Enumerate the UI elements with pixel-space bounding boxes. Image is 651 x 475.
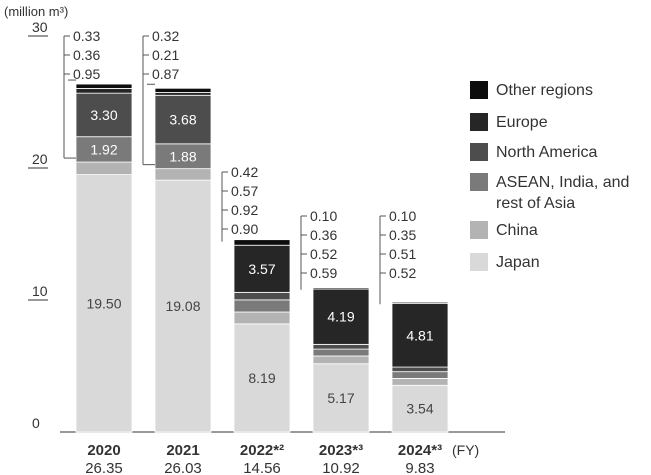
bar-2021-other-regions — [154, 87, 212, 93]
y-tick-label-10: 10 — [32, 283, 48, 299]
data-label-2022-japan: 8.19 — [248, 370, 275, 386]
callout-label-2021-0: 0.32 — [152, 28, 179, 44]
callout-label-2020-2: 0.95 — [73, 66, 100, 82]
bar-2023-north-america — [312, 343, 370, 350]
callout-label-2022-1: 0.57 — [231, 183, 258, 199]
x-axis-suffix: (FY) — [452, 442, 479, 458]
legend-swatch-north-america — [470, 143, 488, 161]
x-tick-label-2022: 2022*² — [240, 442, 284, 459]
legend-label-north-america: North America — [496, 144, 598, 161]
legend-label-asean-india-asia: ASEAN, India, and rest of Asia — [496, 174, 630, 212]
legend-item-other-regions: Other regions — [470, 80, 646, 101]
legend-label-europe: Europe — [496, 114, 548, 131]
callout-label-2020-0: 0.33 — [73, 28, 100, 44]
bar-2022-europe — [233, 244, 291, 293]
legend-label-other-regions: Other regions — [496, 82, 593, 99]
bar-2023-asean-india-and-rest-of-asia — [312, 348, 370, 357]
legend-swatch-china — [470, 221, 488, 239]
data-label-2020-japan: 19.50 — [86, 295, 121, 311]
x-tick-label-2020: 2020 — [87, 442, 120, 459]
data-label-2020-north-america: 3.30 — [90, 107, 117, 123]
data-label-2020-asean-india-and-rest-of-asia: 1.92 — [90, 141, 117, 157]
callout-label-2020-1: 0.36 — [73, 47, 100, 63]
data-label-2022-europe: 3.57 — [248, 261, 275, 277]
legend-item-europe: Europe — [470, 112, 646, 133]
data-label-2024-japan: 3.54 — [406, 401, 433, 417]
bar-2020-other-regions — [75, 83, 133, 89]
bar-2022-asean-india-and-rest-of-asia — [233, 299, 291, 313]
total-label-2021: 26.03 — [164, 460, 202, 475]
callout-label-2024-3: 0.52 — [389, 265, 416, 281]
bar-2024-japan — [391, 384, 449, 433]
callout-label-2022-3: 0.90 — [231, 221, 258, 237]
bar-2023-europe — [312, 288, 370, 345]
callout-label-2022-2: 0.92 — [231, 202, 258, 218]
legend-swatch-asean-india-asia — [470, 173, 488, 191]
bar-2021-asean-india-and-rest-of-asia — [154, 143, 212, 170]
bar-2024-north-america — [391, 366, 449, 373]
legend-label-japan: Japan — [496, 254, 540, 271]
legend-item-asean-india-asia: ASEAN, India, and rest of Asia — [470, 172, 636, 214]
data-label-2021-asean-india-and-rest-of-asia: 1.88 — [169, 148, 196, 164]
total-label-2022: 14.56 — [243, 460, 281, 475]
legend-label-china: China — [496, 222, 538, 239]
total-label-2024: 9.83 — [405, 460, 434, 475]
x-tick-label-2023: 2023*³ — [319, 442, 363, 459]
callout-label-2021-1: 0.21 — [152, 47, 179, 63]
data-label-2024-europe: 4.81 — [406, 327, 433, 343]
bar-2021-japan — [154, 179, 212, 433]
legend-swatch-other-regions — [470, 81, 488, 99]
bar-2022-north-america — [233, 291, 291, 301]
bar-2022-japan — [233, 323, 291, 433]
bar-2023-other-regions — [312, 287, 370, 290]
bar-2022-china — [233, 311, 291, 325]
data-label-2023-japan: 5.17 — [327, 390, 354, 406]
y-axis-unit-label: (million m³) — [4, 4, 69, 19]
data-label-2023-europe: 4.19 — [327, 309, 354, 325]
y-tick-label-0: 0 — [32, 415, 40, 431]
callout-label-2024-2: 0.51 — [389, 246, 416, 262]
callout-label-2023-3: 0.59 — [310, 265, 337, 281]
callout-label-2023-1: 0.36 — [310, 227, 337, 243]
bar-2023-china — [312, 355, 370, 365]
y-tick-label-20: 20 — [32, 151, 48, 167]
callout-label-2024-1: 0.35 — [389, 227, 416, 243]
bar-2020-asean-india-and-rest-of-asia — [75, 136, 133, 163]
bar-2021-europe — [154, 92, 212, 96]
total-label-2023: 10.92 — [322, 460, 360, 475]
data-label-2021-north-america: 3.68 — [169, 112, 196, 128]
legend-swatch-japan — [470, 253, 488, 271]
x-tick-label-2021: 2021 — [166, 442, 199, 459]
bar-2024-china — [391, 378, 449, 386]
bar-2023-japan — [312, 363, 370, 433]
data-label-2021-japan: 19.08 — [165, 298, 200, 314]
bar-2024-other-regions — [391, 301, 449, 304]
total-label-2020: 26.35 — [85, 460, 123, 475]
bar-2020-north-america — [75, 92, 133, 138]
x-tick-label-2024: 2024*³ — [398, 442, 442, 459]
bar-2021-china — [154, 168, 212, 181]
bar-2020-japan — [75, 174, 133, 433]
bar-2021-north-america — [154, 94, 212, 145]
legend-swatch-europe — [470, 113, 488, 131]
legend-item-china: China — [470, 220, 646, 241]
legend-item-north-america: North America — [470, 142, 646, 163]
callout-label-2023-0: 0.10 — [310, 208, 337, 224]
legend-item-japan: Japan — [470, 252, 646, 273]
callout-label-2021-2: 0.87 — [152, 66, 179, 82]
bar-2022-other-regions — [233, 239, 291, 246]
callout-label-2023-2: 0.52 — [310, 246, 337, 262]
callout-label-2022-0: 0.42 — [231, 164, 258, 180]
bar-2024-europe — [391, 303, 449, 368]
bar-2020-europe — [75, 88, 133, 94]
callout-label-2024-0: 0.10 — [389, 208, 416, 224]
bar-2024-asean-india-and-rest-of-asia — [391, 371, 449, 379]
y-tick-label-30: 30 — [32, 19, 48, 35]
bar-2020-china — [75, 161, 133, 175]
